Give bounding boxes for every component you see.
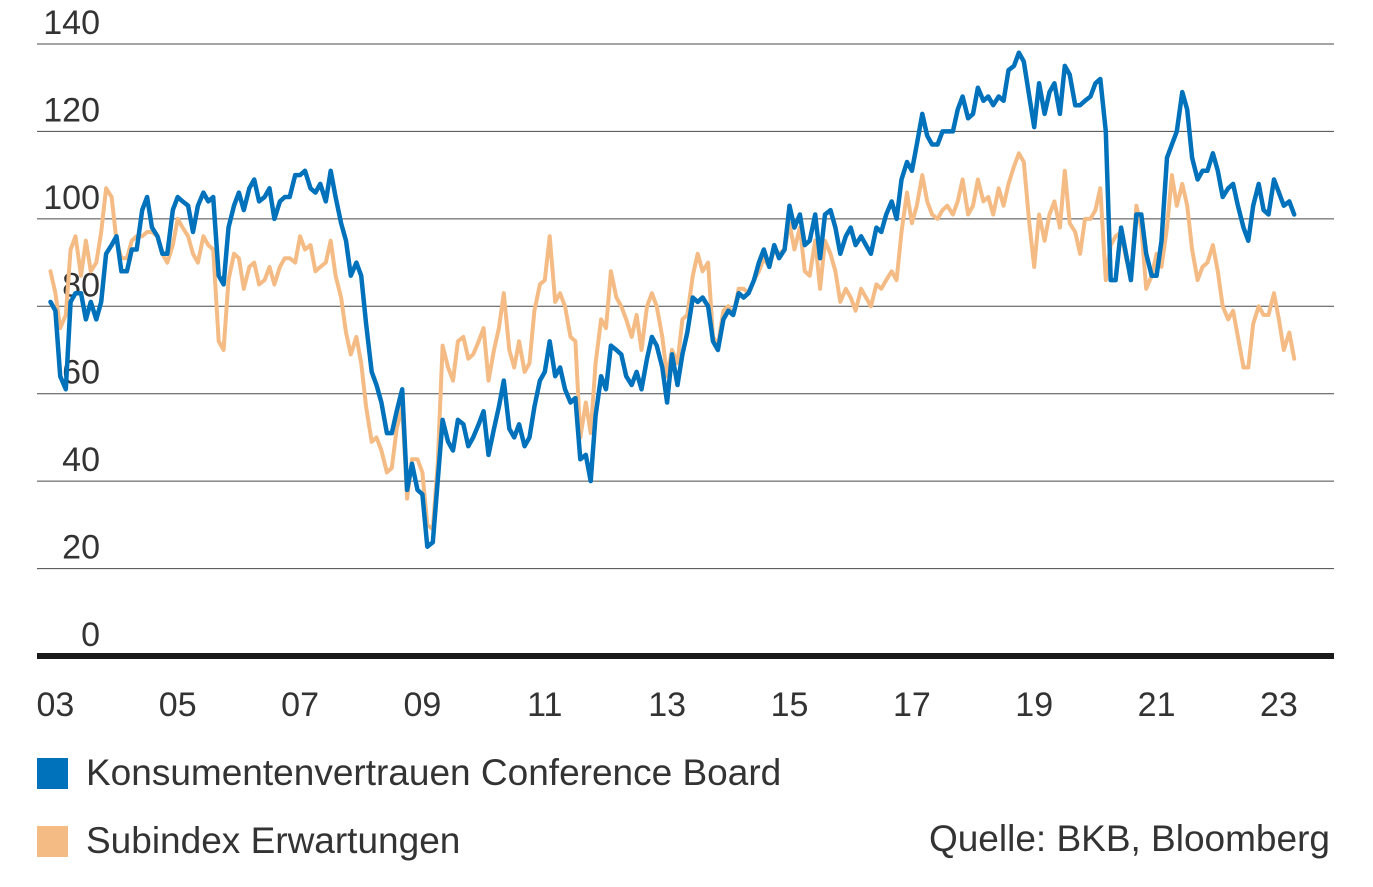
series-line-subindex-erwartungen xyxy=(48,151,1297,532)
legend-label: Subindex Erwartungen xyxy=(86,820,461,861)
legend-label: Konsumentenvertrauen Conference Board xyxy=(86,752,782,793)
y-tick-label: 20 xyxy=(62,529,100,567)
y-tick-label: 100 xyxy=(43,179,100,217)
y-tick-label: 140 xyxy=(43,4,100,42)
gridlines xyxy=(37,43,1334,570)
legend-item-1: Subindex Erwartungen xyxy=(37,820,460,862)
x-tick-label: 21 xyxy=(1138,686,1176,724)
x-tick-label: 19 xyxy=(1015,686,1053,724)
legend-item-0: Konsumentenvertrauen Conference Board xyxy=(37,752,781,794)
source-note: Quelle: BKB, Bloomberg xyxy=(928,818,1330,859)
x-axis-ticks: 03 05 07 09 11 13 15 17 19 21 23 xyxy=(36,686,1297,724)
x-tick-label: 23 xyxy=(1260,686,1298,724)
y-tick-label: 40 xyxy=(62,441,100,479)
series-lines xyxy=(48,50,1297,549)
legend-swatch-blue xyxy=(37,757,68,789)
y-tick-label: 0 xyxy=(81,616,100,654)
legend-swatch-orange xyxy=(37,825,68,857)
x-tick-label: 15 xyxy=(771,686,809,724)
x-tick-label: 13 xyxy=(648,686,686,724)
x-tick-label: 05 xyxy=(159,686,197,724)
x-tick-label: 17 xyxy=(893,686,931,724)
x-tick-label: 03 xyxy=(36,686,74,724)
x-tick-label: 11 xyxy=(527,686,562,724)
x-tick-label: 09 xyxy=(404,686,442,724)
y-tick-label: 120 xyxy=(43,91,100,129)
x-tick-label: 07 xyxy=(281,686,319,724)
series-line-konsumentenvertrauen xyxy=(48,50,1297,549)
